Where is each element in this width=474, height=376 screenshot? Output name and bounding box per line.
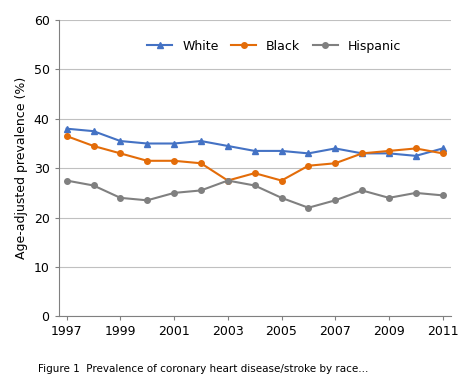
- Legend: White, Black, Hispanic: White, Black, Hispanic: [142, 35, 406, 58]
- Line: Black: Black: [64, 133, 446, 183]
- Black: [359, 151, 365, 156]
- Black: [145, 159, 150, 163]
- White: [91, 129, 96, 133]
- Hispanic: [440, 193, 446, 198]
- Black: [332, 161, 338, 165]
- Hispanic: [118, 196, 123, 200]
- Line: White: White: [64, 126, 446, 159]
- Hispanic: [198, 188, 204, 193]
- Black: [225, 178, 231, 183]
- White: [118, 139, 123, 143]
- Hispanic: [359, 188, 365, 193]
- Hispanic: [171, 191, 177, 195]
- Black: [279, 178, 284, 183]
- Hispanic: [252, 183, 257, 188]
- Hispanic: [145, 198, 150, 203]
- Black: [440, 151, 446, 156]
- Black: [306, 164, 311, 168]
- White: [440, 146, 446, 151]
- White: [64, 126, 70, 131]
- Black: [386, 149, 392, 153]
- White: [171, 141, 177, 146]
- White: [279, 149, 284, 153]
- White: [145, 141, 150, 146]
- White: [225, 144, 231, 148]
- Black: [198, 161, 204, 165]
- White: [332, 146, 338, 151]
- Hispanic: [306, 205, 311, 210]
- Black: [118, 151, 123, 156]
- White: [252, 149, 257, 153]
- Hispanic: [225, 178, 231, 183]
- Line: Hispanic: Hispanic: [64, 178, 446, 211]
- Black: [91, 144, 96, 148]
- Black: [171, 159, 177, 163]
- Hispanic: [332, 198, 338, 203]
- Hispanic: [279, 196, 284, 200]
- White: [413, 154, 419, 158]
- Black: [252, 171, 257, 175]
- Hispanic: [413, 191, 419, 195]
- White: [306, 151, 311, 156]
- Y-axis label: Age-adjusted prevalence (%): Age-adjusted prevalence (%): [15, 77, 28, 259]
- White: [359, 151, 365, 156]
- White: [198, 139, 204, 143]
- Hispanic: [386, 196, 392, 200]
- White: [386, 151, 392, 156]
- Hispanic: [91, 183, 96, 188]
- Text: Figure 1  Prevalence of coronary heart disease/stroke by race...: Figure 1 Prevalence of coronary heart di…: [38, 364, 368, 374]
- Black: [64, 134, 70, 138]
- Black: [413, 146, 419, 151]
- Hispanic: [64, 178, 70, 183]
